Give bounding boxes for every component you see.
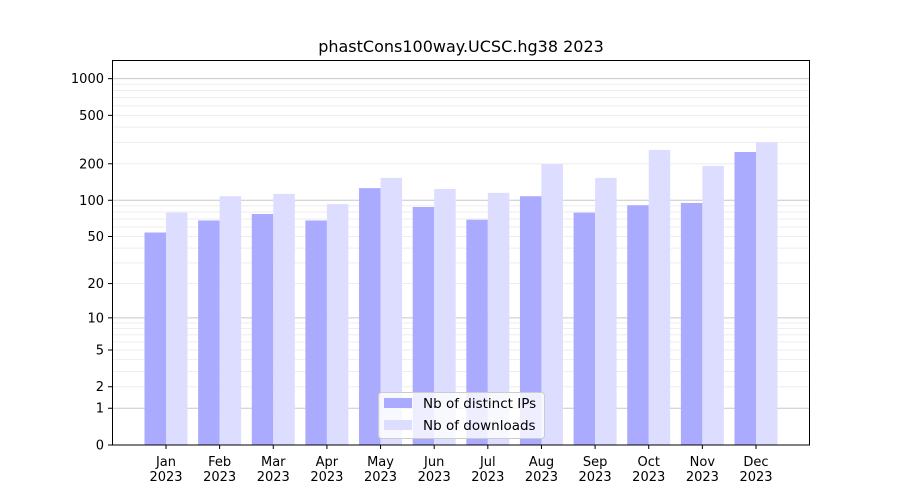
y-tick-label: 2 — [96, 380, 104, 395]
bar-ips — [412, 206, 435, 445]
bar-downloads — [166, 212, 188, 445]
x-tick-label: Oct 2023 — [632, 455, 665, 485]
bar-downloads — [702, 165, 724, 445]
bars — [144, 142, 778, 446]
plot-frame — [112, 60, 810, 446]
y-tick-label: 1 — [96, 402, 104, 417]
bar-ips — [734, 151, 756, 446]
bar-downloads — [380, 177, 403, 445]
y-tick-label: 5 — [96, 343, 104, 358]
bar-downloads — [326, 204, 349, 445]
bar-downloads — [648, 149, 671, 445]
legend-swatch-ips — [384, 398, 412, 408]
x-axis-ticks: Jan 2023 Feb 2023 Mar 2023 Apr 2023 May 2023 Jun 20… — [149, 445, 773, 485]
bar-downloads — [273, 193, 295, 445]
bar-ips — [144, 232, 166, 445]
bar-ips — [573, 212, 596, 445]
bar-downloads — [219, 196, 242, 445]
x-tick-label: Jul 2023 — [471, 455, 504, 485]
x-tick-label: Nov 2023 — [686, 455, 719, 485]
bar-ips — [627, 205, 649, 445]
x-tick-label: May 2023 — [364, 455, 397, 485]
legend-box — [378, 392, 545, 439]
y-tick-label: 200 — [79, 157, 104, 172]
x-tick-label: Dec 2023 — [739, 455, 772, 485]
legend-swatch-downloads — [384, 420, 412, 430]
legend: Nb of distinct IPs Nb of downloads — [378, 392, 545, 439]
x-tick-label: Aug 2023 — [525, 455, 558, 485]
y-tick-label: 100 — [79, 194, 104, 209]
x-tick-label: Jan 2023 — [149, 455, 182, 485]
bar-downloads — [434, 188, 456, 445]
y-tick-label: 50 — [87, 230, 104, 245]
bar-ips — [466, 219, 488, 445]
x-tick-label: Mar 2023 — [257, 455, 290, 485]
legend-label-ips: Nb of distinct IPs — [423, 396, 536, 412]
y-tick-label: 500 — [79, 109, 104, 124]
y-tick-label: 20 — [87, 277, 104, 292]
x-tick-label: Apr 2023 — [310, 455, 343, 485]
chart-title: phastCons100way.UCSC.hg38 2023 — [318, 37, 604, 56]
bar-ips — [198, 220, 220, 445]
bar-ips — [305, 220, 327, 445]
bar-ips — [680, 202, 703, 445]
bar-ips — [251, 213, 274, 445]
x-tick-label: Sep 2023 — [579, 455, 612, 485]
y-axis-ticks: 0 1 2 5 10 20 50 100 200 500 1000 — [71, 72, 112, 454]
bar-downloads — [595, 177, 617, 445]
y-tick-label: 0 — [96, 439, 104, 454]
y-tick-label: 10 — [87, 311, 104, 326]
x-tick-label: Feb 2023 — [203, 455, 236, 485]
legend-label-downloads: Nb of downloads — [423, 418, 536, 434]
y-tick-label: 1000 — [71, 72, 104, 87]
bar-downloads — [541, 164, 563, 445]
bar-ips — [359, 188, 381, 446]
bar-downloads — [487, 192, 510, 445]
bar-ips — [519, 196, 542, 445]
bar-downloads — [756, 142, 778, 445]
x-tick-label: Jun 2023 — [418, 455, 451, 485]
